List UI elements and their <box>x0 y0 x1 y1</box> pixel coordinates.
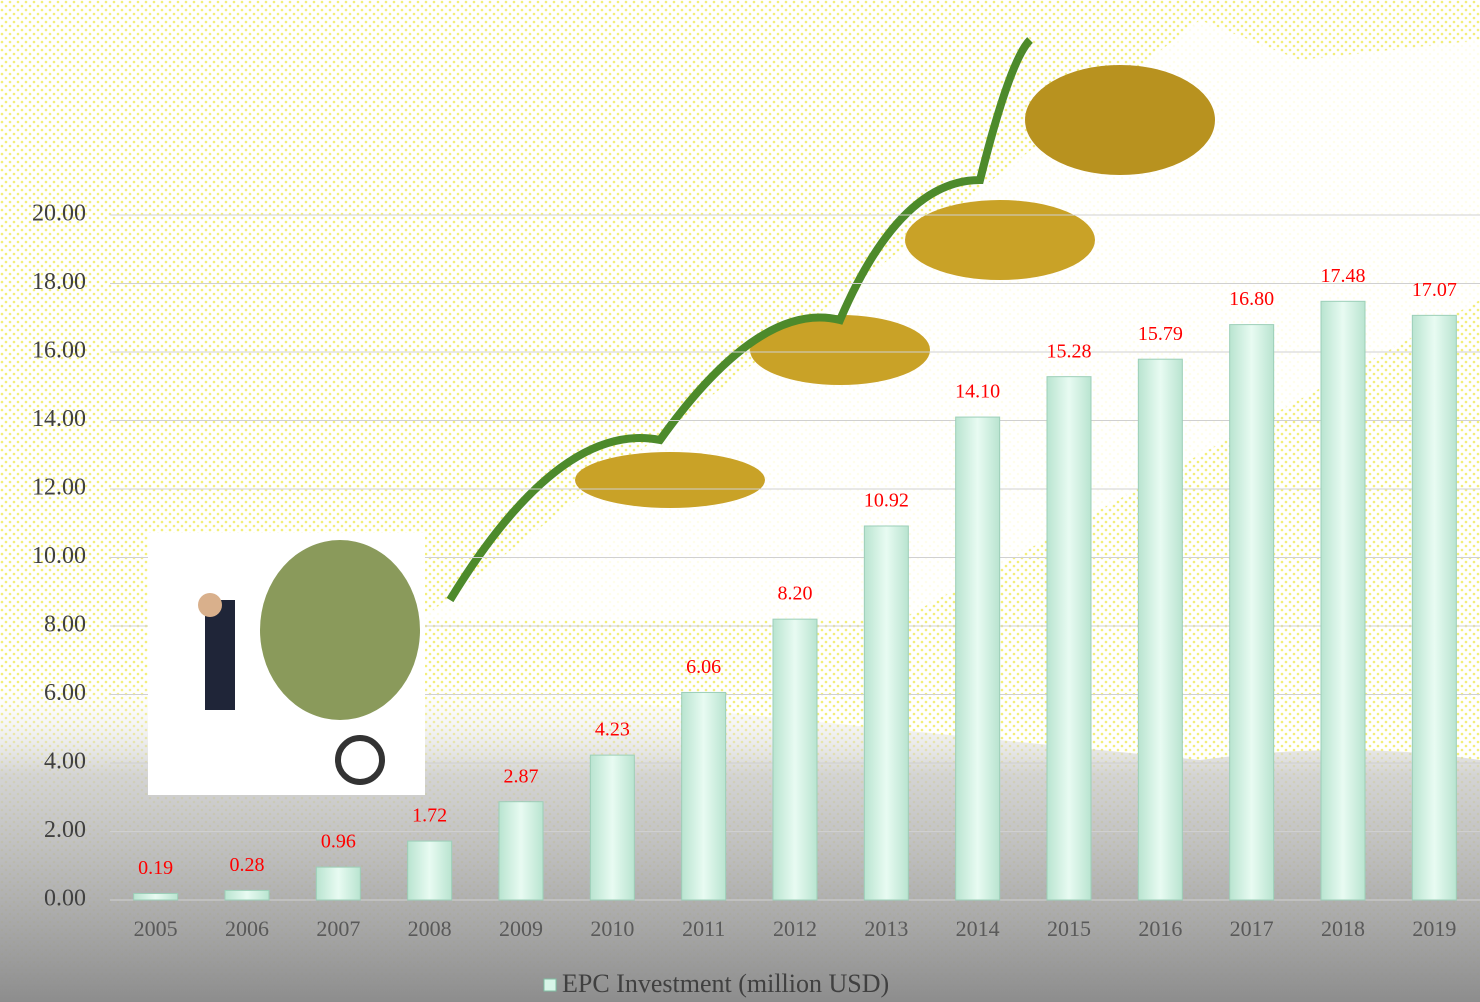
y-tick-label: 6.00 <box>44 680 86 706</box>
bar <box>407 840 453 901</box>
x-tick-label: 2017 <box>1230 916 1274 941</box>
y-tick-label: 8.00 <box>44 612 86 638</box>
y-tick-label: 10.00 <box>32 543 86 569</box>
x-tick-label: 2015 <box>1047 916 1091 941</box>
bar <box>1229 324 1275 901</box>
bar <box>315 866 361 901</box>
x-tick-label: 2005 <box>134 916 178 941</box>
value-label: 17.48 <box>1321 265 1366 287</box>
value-label: 2.87 <box>504 765 539 787</box>
value-label: 0.96 <box>321 831 356 853</box>
x-tick-label: 2007 <box>316 916 360 941</box>
y-tick-label: 14.00 <box>32 406 86 432</box>
value-label: 15.79 <box>1138 323 1183 345</box>
y-tick-label: 20.00 <box>32 201 86 227</box>
y-tick-label: 0.00 <box>44 886 86 912</box>
legend-label: EPC Investment (million USD) <box>562 969 889 998</box>
value-label: 0.28 <box>230 854 265 876</box>
value-label: 16.80 <box>1229 288 1274 310</box>
bar <box>1320 300 1366 901</box>
plot-area: 0.00 2.00 4.00 6.00 8.00 10.00 12.00 14.00 16.00… <box>32 201 1480 941</box>
value-label: 0.19 <box>138 857 173 879</box>
x-tick-label: 2016 <box>1138 916 1182 941</box>
y-tick-label: 12.00 <box>32 475 86 501</box>
bar <box>133 892 179 901</box>
value-label: 15.28 <box>1047 340 1092 362</box>
x-tick-label: 2014 <box>956 916 1000 941</box>
bar <box>224 889 270 901</box>
x-tick-label: 2009 <box>499 916 543 941</box>
value-label: 6.06 <box>686 656 721 678</box>
x-tick-label: 2018 <box>1321 916 1365 941</box>
photo-wheelbarrow <box>148 533 425 795</box>
x-tick-label: 2011 <box>682 916 725 941</box>
bar <box>1046 376 1092 901</box>
value-label: 4.23 <box>595 719 630 741</box>
bar <box>863 525 909 901</box>
x-tick-label: 2013 <box>864 916 908 941</box>
bar <box>498 801 544 901</box>
value-label: 8.20 <box>778 583 813 605</box>
y-tick-label: 16.00 <box>32 338 86 364</box>
bar <box>589 754 635 901</box>
value-label: 14.10 <box>955 381 1000 403</box>
x-tick-label: 2008 <box>408 916 452 941</box>
legend-swatch <box>543 978 557 992</box>
y-tick-label: 4.00 <box>44 749 86 775</box>
bar <box>1137 358 1183 901</box>
y-tick-label: 18.00 <box>32 269 86 295</box>
x-tick-label: 2012 <box>773 916 817 941</box>
coin-stacks <box>446 37 1215 603</box>
bar <box>681 691 727 901</box>
x-tick-label: 2010 <box>590 916 634 941</box>
value-label: 17.07 <box>1412 279 1457 301</box>
bar <box>772 618 818 901</box>
value-label: 1.72 <box>412 805 447 827</box>
value-label: 10.92 <box>864 490 909 512</box>
bar <box>955 416 1001 901</box>
bar <box>1411 314 1457 901</box>
x-tick-label: 2006 <box>225 916 269 941</box>
x-tick-label: 2019 <box>1412 916 1456 941</box>
y-tick-label: 2.00 <box>44 817 86 843</box>
